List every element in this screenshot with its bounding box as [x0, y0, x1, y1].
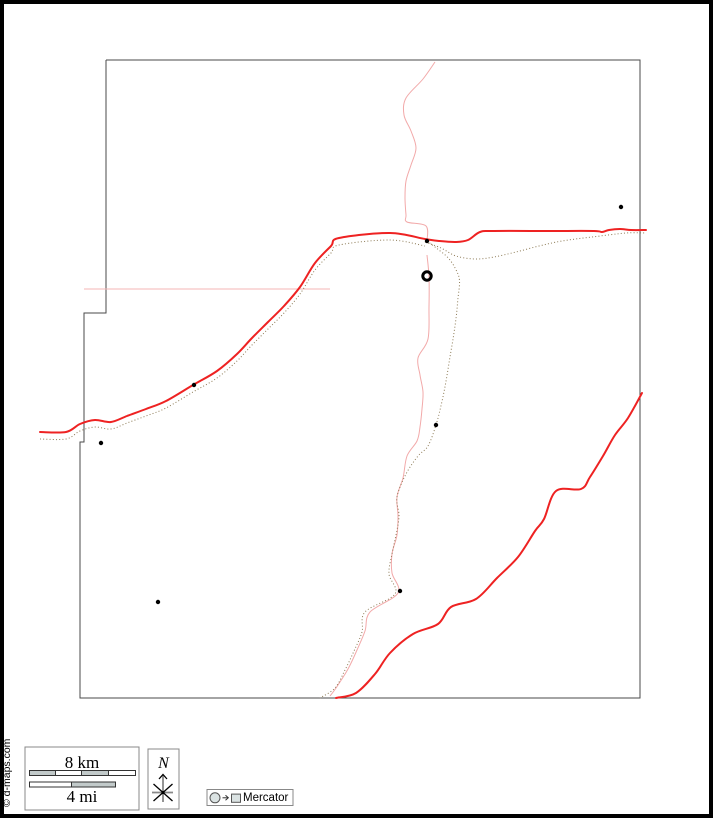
svg-text:Mercator: Mercator	[243, 792, 289, 804]
svg-text:4 mi: 4 mi	[67, 787, 98, 806]
svg-text:N: N	[157, 755, 170, 772]
svg-text:8 km: 8 km	[65, 753, 99, 772]
